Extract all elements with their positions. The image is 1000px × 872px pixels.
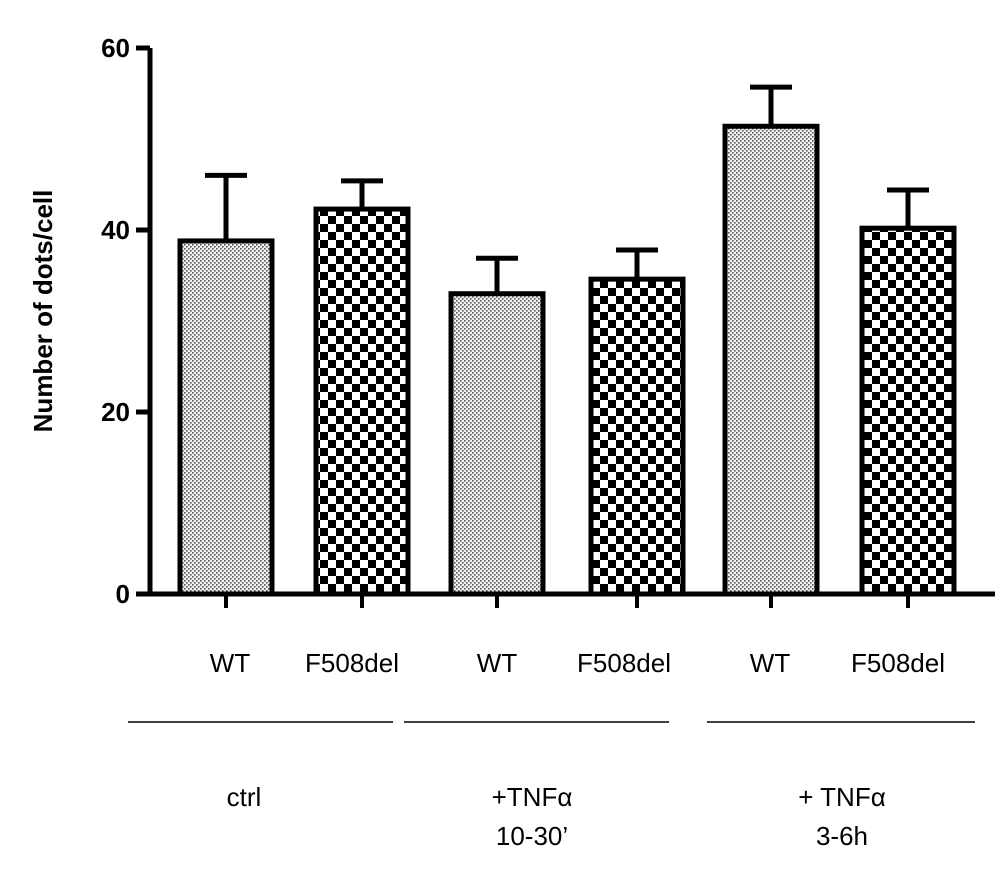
group-label-tnf-short-line2: 10-30’: [496, 821, 568, 851]
bar-2: [313, 206, 411, 597]
y-tick-label: 60: [101, 33, 130, 63]
bar-3: [448, 291, 546, 597]
group-label-tnf-long-line2: 3-6h: [816, 821, 868, 851]
y-tick-label: 0: [116, 579, 130, 609]
group-label-ctrl: ctrl: [227, 782, 262, 812]
bar-5: [722, 123, 820, 597]
y-tick-label: 20: [101, 397, 130, 427]
group-label-tnf-long-line1: + TNFα: [798, 782, 886, 812]
category-label-3: WT: [477, 648, 518, 678]
y-axis-label: Number of dots/cell: [28, 190, 58, 433]
category-label-4: F508del: [577, 648, 671, 678]
group-label-tnf-short-line1: +TNFα: [492, 782, 573, 812]
y-ticks: 0 20 40 60: [101, 33, 150, 609]
category-label-6: F508del: [851, 648, 945, 678]
category-label-5: WT: [750, 648, 791, 678]
bar-1: [177, 238, 275, 597]
category-label-2: F508del: [305, 648, 399, 678]
y-tick-label: 40: [101, 215, 130, 245]
bars-group: [177, 84, 957, 597]
x-ticks: [224, 594, 910, 608]
category-label-1: WT: [210, 648, 251, 678]
bar-6: [859, 225, 957, 597]
bar-4: [588, 276, 686, 597]
